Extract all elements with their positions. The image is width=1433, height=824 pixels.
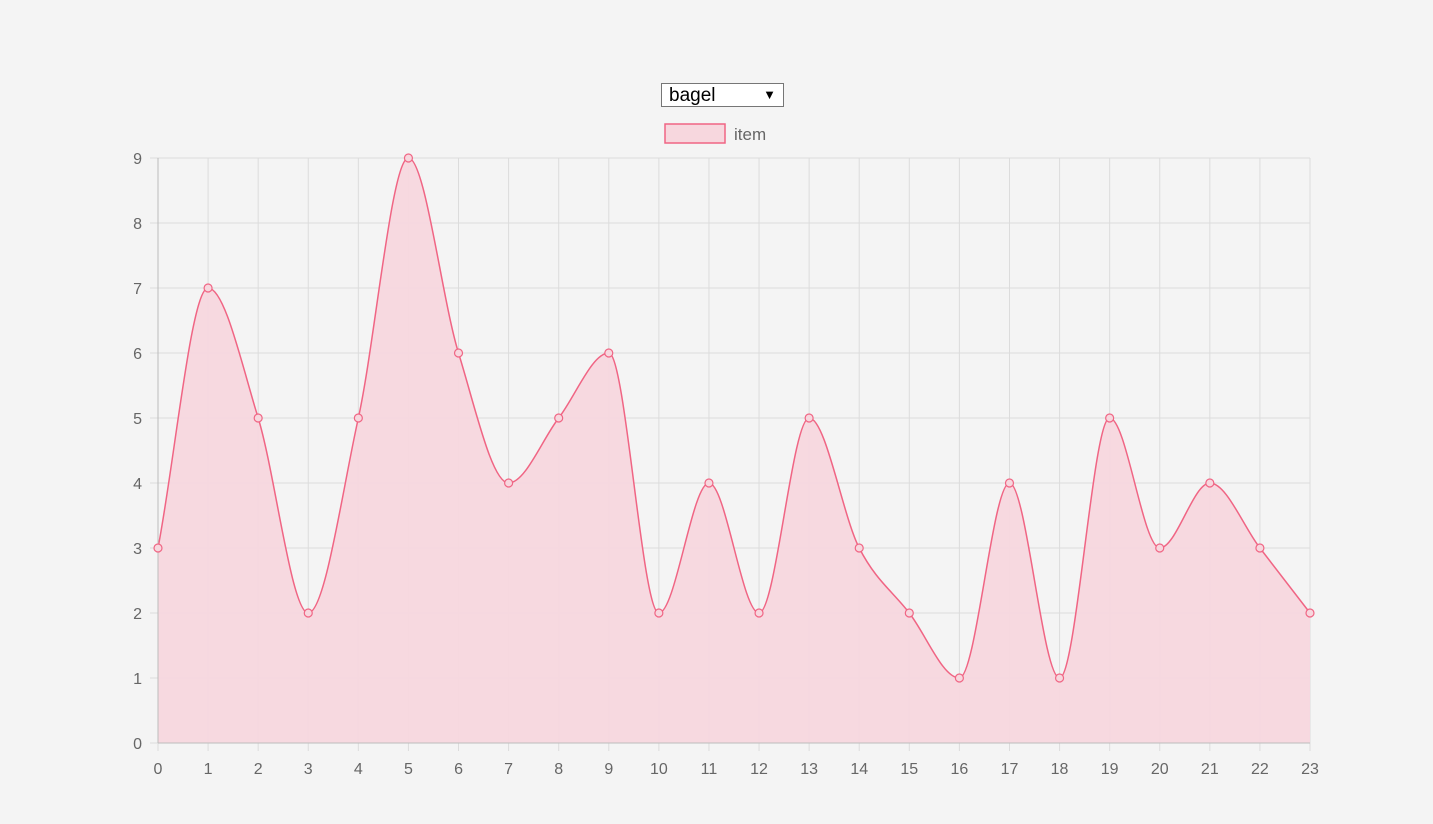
data-point[interactable] (1054, 673, 1065, 683)
x-tick-label: 12 (750, 761, 768, 778)
x-tick-label: 17 (1001, 761, 1019, 778)
triangle-down-icon: ▼ (763, 87, 776, 102)
x-tick-label: 2 (254, 761, 263, 778)
y-tick-label: 0 (133, 736, 142, 753)
x-tick-label: 20 (1151, 761, 1169, 778)
x-tick-label: 11 (701, 761, 718, 778)
x-tick-label: 5 (404, 761, 413, 778)
x-tick-label: 6 (454, 761, 463, 778)
data-point[interactable] (403, 153, 414, 163)
data-point[interactable] (253, 413, 263, 423)
data-point[interactable] (504, 478, 514, 488)
legend-swatch[interactable] (664, 123, 726, 144)
x-tick-label: 1 (204, 761, 213, 778)
y-tick-label: 8 (133, 216, 142, 233)
data-point[interactable] (1105, 413, 1115, 423)
data-point[interactable] (1205, 478, 1215, 488)
x-tick-label: 16 (950, 761, 968, 778)
chart-points (153, 153, 1315, 683)
data-point[interactable] (904, 608, 914, 618)
data-point[interactable] (1155, 543, 1165, 553)
data-point[interactable] (353, 413, 363, 423)
y-tick-label: 4 (133, 476, 142, 493)
data-point[interactable] (153, 543, 163, 553)
chart-axes (157, 158, 1310, 744)
y-tick-label: 6 (133, 346, 142, 363)
x-tick-label: 13 (800, 761, 818, 778)
data-point[interactable] (804, 413, 814, 423)
x-tick-label: 14 (850, 761, 868, 778)
x-tick-label: 0 (154, 761, 163, 778)
x-tick-label: 4 (354, 761, 363, 778)
y-tick-label: 1 (133, 671, 142, 688)
x-tick-label: 21 (1201, 761, 1219, 778)
data-point[interactable] (754, 608, 764, 618)
series-area (158, 158, 1310, 743)
data-point[interactable] (554, 413, 564, 423)
y-tick-label: 9 (133, 151, 142, 168)
data-point[interactable] (604, 348, 614, 358)
x-tick-label: 3 (304, 761, 313, 778)
y-tick-label: 7 (133, 281, 142, 298)
x-tick-label: 7 (504, 761, 513, 778)
data-point[interactable] (453, 348, 464, 358)
legend-label[interactable]: item (734, 125, 766, 144)
data-point[interactable] (1305, 608, 1315, 618)
x-tick-label: 19 (1101, 761, 1119, 778)
x-tick-label: 22 (1251, 761, 1269, 778)
chart-legend[interactable]: item (664, 123, 766, 144)
x-tick-label: 10 (650, 761, 668, 778)
y-tick-label: 5 (133, 411, 142, 428)
data-point[interactable] (704, 478, 714, 488)
x-tick-label: 23 (1301, 761, 1319, 778)
data-point[interactable] (203, 283, 213, 293)
data-point[interactable] (854, 543, 864, 553)
y-tick-label: 3 (133, 541, 142, 558)
x-tick-label: 9 (604, 761, 613, 778)
x-tick-label: 18 (1051, 761, 1069, 778)
dataset-select-value: bagel (669, 85, 716, 106)
data-point[interactable] (303, 608, 313, 618)
y-tick-label: 2 (133, 606, 142, 623)
data-point[interactable] (954, 673, 964, 683)
data-point[interactable] (654, 608, 664, 618)
chart-area-layer (157, 157, 1311, 743)
x-tick-label: 15 (900, 761, 918, 778)
data-point[interactable] (1004, 478, 1015, 488)
dataset-select[interactable]: bagel ▼ (661, 83, 784, 107)
data-point[interactable] (1255, 543, 1265, 553)
x-tick-label: 8 (554, 761, 563, 778)
